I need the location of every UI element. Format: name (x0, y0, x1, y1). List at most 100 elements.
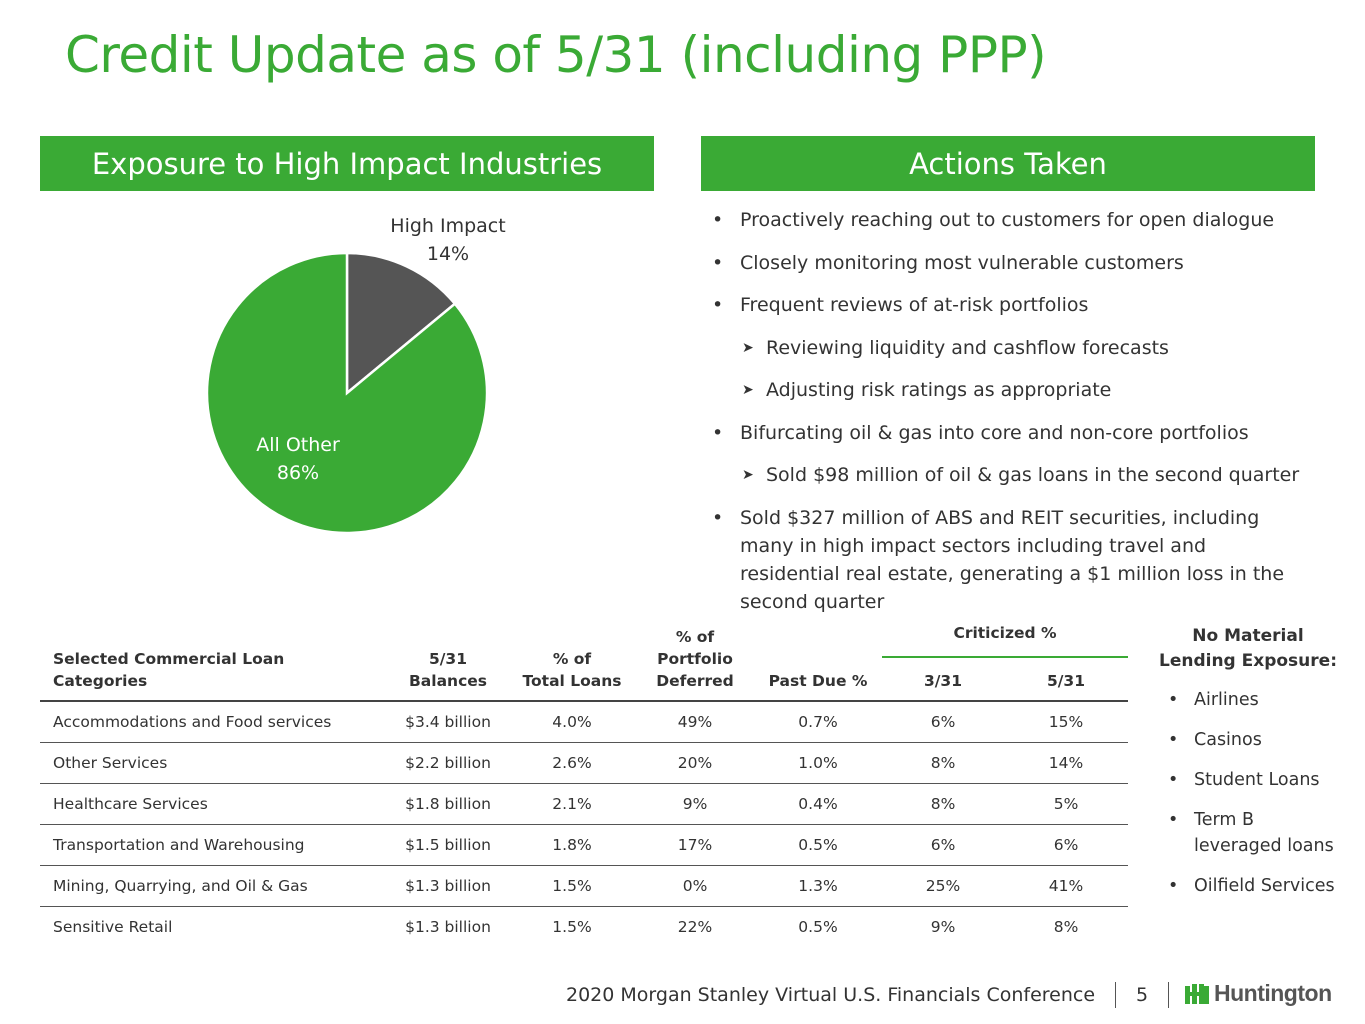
high-impact-label: High Impact (390, 215, 506, 237)
table-cell: 1.5% (508, 865, 636, 907)
header-criticized: Criticized % (882, 622, 1128, 659)
table-cell: 0.7% (754, 700, 882, 743)
table-cell: 1.8% (508, 824, 636, 866)
page-title: Credit Update as of 5/31 (including PPP) (65, 26, 1047, 84)
pie-slice-all-other (205, 251, 489, 535)
table-cell: Mining, Quarrying, and Oil & Gas (40, 865, 388, 907)
pie-label-all-other: All Other 86% (238, 431, 358, 487)
bullet-icon: • (712, 209, 724, 231)
footer-divider (1115, 982, 1117, 1008)
action-subitem: ➤ Reviewing liquidity and cashflow foreca… (712, 334, 1312, 362)
table-cell: 20% (636, 742, 754, 784)
table-cell: $1.3 billion (388, 906, 508, 947)
bullet-icon: • (712, 506, 724, 529)
table-cell: Healthcare Services (40, 783, 388, 825)
table-cell: 6% (882, 700, 1004, 743)
list-item: • Airlines (1150, 687, 1346, 713)
list-item: • Student Loans (1150, 767, 1346, 793)
huntington-logo: Huntington (1184, 980, 1332, 1007)
table-cell: 22% (636, 906, 754, 947)
bullet-icon: • (712, 294, 724, 316)
table-cell: Accommodations and Food services (40, 700, 388, 743)
bullet-icon: • (712, 421, 724, 444)
table-row: Mining, Quarrying, and Oil & Gas $1.3 bil… (40, 865, 1128, 907)
list-item: • Oilfield Services (1150, 873, 1346, 899)
header-pct-deferred: % of Portfolio Deferred (636, 622, 754, 702)
bullet-icon: • (1168, 690, 1179, 710)
huntington-mark-icon (1185, 983, 1209, 1004)
bullet-icon: • (1168, 770, 1179, 790)
action-subitem: ➤ Adjusting risk ratings as appropriate (712, 376, 1312, 404)
table-cell: 0% (636, 865, 754, 907)
table-cell: 0.5% (754, 906, 882, 947)
action-subitem: ➤ Sold $98 million of oil & gas loans in … (712, 461, 1312, 489)
table-cell: 1.5% (508, 906, 636, 947)
table-cell: 15% (1004, 700, 1128, 743)
table-cell: 49% (636, 700, 754, 743)
table-cell: 8% (882, 783, 1004, 825)
header-pct-total: % of Total Loans (508, 622, 636, 702)
arrow-bullet-icon: ➤ (742, 339, 754, 356)
no-material-exposure: No Material Lending Exposure: • Airlines … (1150, 624, 1346, 913)
table-cell: 17% (636, 824, 754, 866)
list-item: • Term B leveraged loans (1150, 807, 1346, 859)
table-cell: 14% (1004, 742, 1128, 784)
actions-list: • Proactively reaching out to customers f… (712, 206, 1312, 630)
table-cell: 1.3% (754, 865, 882, 907)
table-cell: 0.5% (754, 824, 882, 866)
header-crit-331: 3/31 (882, 657, 1004, 702)
exposure-header: Exposure to High Impact Industries (40, 136, 654, 191)
exposure-pie-chart (205, 251, 489, 535)
table-cell: 41% (1004, 865, 1128, 907)
actions-header: Actions Taken (701, 136, 1315, 191)
table-cell: 6% (882, 824, 1004, 866)
action-item: • Frequent reviews of at-risk portfolios (712, 291, 1312, 319)
table-row: Accommodations and Food services $3.4 bil… (40, 700, 1128, 743)
action-item: • Closely monitoring most vulnerable cust… (712, 249, 1312, 277)
header-crit-531: 5/31 (1004, 657, 1128, 702)
table-cell: $3.4 billion (388, 700, 508, 743)
all-other-value: 86% (276, 462, 320, 484)
table-cell: Sensitive Retail (40, 906, 388, 947)
no-material-list: • Airlines • Casinos • Student Loans • Term … (1150, 687, 1346, 899)
logo-wordmark: Huntington (1214, 980, 1332, 1006)
pie-slice-high-impact (345, 251, 457, 396)
all-other-label: All Other (256, 434, 340, 456)
footer-divider (1168, 982, 1170, 1008)
high-impact-value: 14% (426, 243, 470, 265)
table-cell: 1.0% (754, 742, 882, 784)
arrow-bullet-icon: ➤ (742, 467, 754, 483)
table-cell: $1.8 billion (388, 783, 508, 825)
table-cell: 25% (882, 865, 1004, 907)
table-cell: 2.1% (508, 783, 636, 825)
header-balances: 5/31 Balances (388, 622, 508, 702)
header-category: Selected Commercial Loan Categories (40, 622, 388, 702)
table-cell: 9% (882, 906, 1004, 947)
table-cell: $1.5 billion (388, 824, 508, 866)
table-row: Sensitive Retail $1.3 billion 1.5% 22% 0.5% 9… (40, 906, 1128, 947)
table-cell: 4.0% (508, 700, 636, 743)
list-item: • Casinos (1150, 727, 1346, 753)
table-cell: 8% (1004, 906, 1128, 947)
conference-name: 2020 Morgan Stanley Virtual U.S. Financi… (566, 984, 1096, 1006)
action-item: • Sold $327 million of ABS and REIT secur… (712, 504, 1300, 616)
table-cell: $2.2 billion (388, 742, 508, 784)
action-item: • Proactively reaching out to customers f… (712, 206, 1312, 234)
bullet-icon: • (1168, 810, 1179, 830)
table-cell: 0.4% (754, 783, 882, 825)
table-cell: 8% (882, 742, 1004, 784)
table-row: Healthcare Services $1.8 billion 2.1% 9% 0.4… (40, 783, 1128, 825)
bullet-icon: • (1168, 876, 1179, 896)
table-cell: 6% (1004, 824, 1128, 866)
bullet-icon: • (1168, 730, 1179, 750)
table-cell: 9% (636, 783, 754, 825)
table-cell: 2.6% (508, 742, 636, 784)
arrow-bullet-icon: ➤ (742, 382, 754, 398)
table-cell: Transportation and Warehousing (40, 824, 388, 866)
bullet-icon: • (712, 251, 724, 274)
table-cell: Other Services (40, 742, 388, 784)
table-cell: $1.3 billion (388, 865, 508, 907)
footer: 2020 Morgan Stanley Virtual U.S. Financi… (566, 982, 1189, 1008)
pie-label-high-impact: High Impact 14% (378, 212, 518, 268)
no-material-header: No Material Lending Exposure: (1158, 626, 1337, 671)
